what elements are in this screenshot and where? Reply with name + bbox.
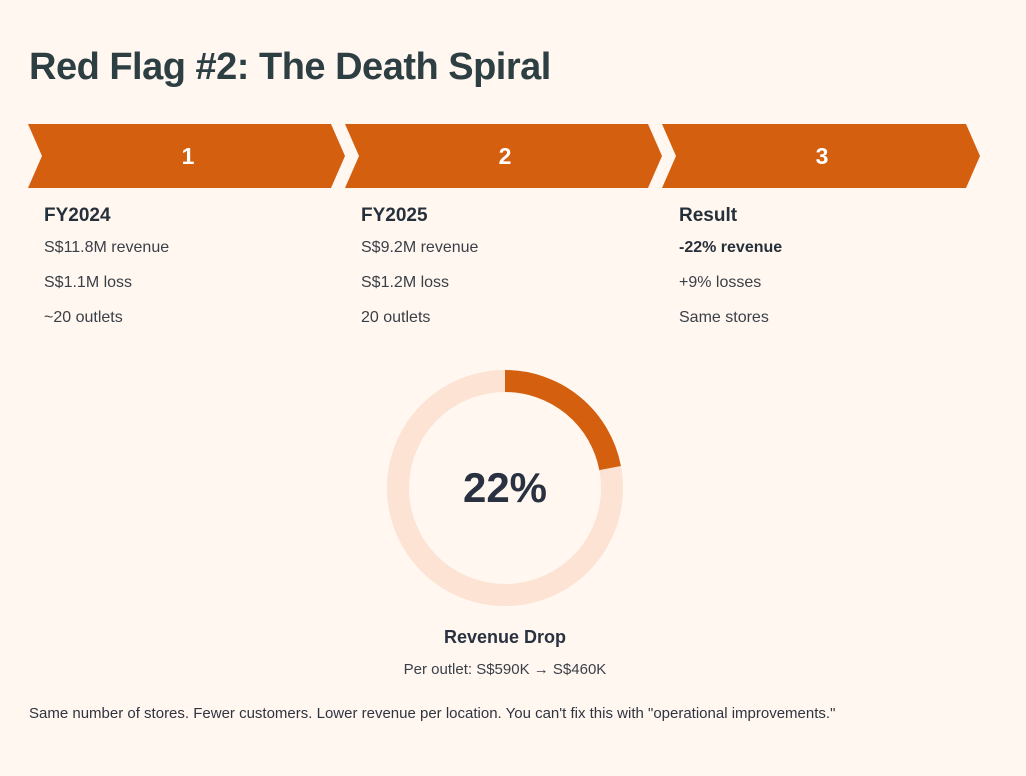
step-3-heading: Result — [679, 205, 738, 226]
step-1-revenue: S$11.8M revenue — [44, 239, 170, 256]
step-2-loss: S$1.2M loss — [361, 274, 450, 291]
step-3-stores: Same stores — [679, 309, 769, 326]
donut-sublabel: Per outlet: S$590K → S$460K — [403, 661, 607, 678]
footer-note: Same number of stores. Fewer customers. … — [29, 705, 836, 722]
donut-progress-arc — [387, 370, 623, 606]
page-title: Red Flag #2: The Death Spiral — [29, 46, 551, 88]
step-2-revenue: S$9.2M revenue — [361, 239, 479, 256]
step-1-details: FY2024 S$11.8M revenue S$1.1M loss ~20 o… — [44, 204, 344, 343]
step-1-outlets: ~20 outlets — [44, 309, 123, 326]
step-3-details: Result -22% revenue +9% losses Same stor… — [679, 204, 979, 343]
step-3-loss-change: +9% losses — [679, 274, 762, 291]
step-1-number: 1 — [181, 143, 195, 169]
step-2-details: FY2025 S$9.2M revenue S$1.2M loss 20 out… — [361, 204, 661, 343]
process-chevrons — [28, 124, 980, 188]
step-1-loss: S$1.1M loss — [44, 274, 133, 291]
step-3-number: 3 — [815, 143, 829, 169]
step-3-revenue-change: -22% revenue — [679, 239, 783, 256]
step-1-heading: FY2024 — [44, 205, 111, 226]
step-2-number: 2 — [498, 143, 512, 169]
donut-percentage: 22% — [462, 464, 548, 511]
chevron-step-1 — [28, 124, 345, 188]
chevron-step-3 — [662, 124, 980, 188]
donut-label: Revenue Drop — [443, 627, 567, 647]
step-2-outlets: 20 outlets — [361, 309, 431, 326]
revenue-drop-donut — [387, 370, 623, 606]
chevron-step-2 — [345, 124, 662, 188]
step-2-heading: FY2025 — [361, 205, 428, 226]
